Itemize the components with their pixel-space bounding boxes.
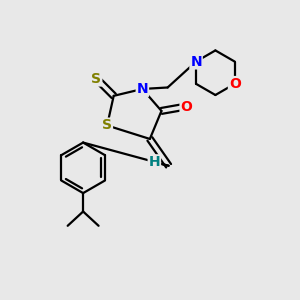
Text: N: N [136, 82, 148, 96]
Text: N: N [190, 55, 202, 69]
Text: O: O [180, 100, 192, 113]
Text: H: H [148, 155, 160, 169]
Text: S: S [102, 118, 112, 133]
Text: S: S [92, 72, 101, 86]
Text: O: O [229, 77, 241, 91]
